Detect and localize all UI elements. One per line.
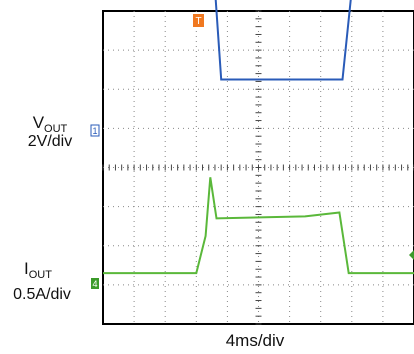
vout-trace: [214, 0, 352, 81]
vout-label-main: V: [33, 113, 45, 132]
vout-label: VOUT: [33, 113, 68, 135]
trigger-marker-label: T: [195, 16, 201, 27]
channel-1-number: 1: [92, 126, 97, 136]
channel-4-marker: 4: [91, 278, 99, 289]
iout-scale-label: 0.5A/div: [13, 286, 71, 303]
channel-1-marker: 1: [90, 124, 100, 137]
center-axis-ticks: [102, 10, 414, 325]
iout-trace: [103, 177, 414, 275]
channel-4-number: 4: [92, 279, 97, 289]
trigger-marker: T: [193, 14, 204, 27]
iout-label-sub: OUT: [29, 269, 53, 281]
vout-scale-label: 2V/div: [28, 133, 72, 150]
channel-4-right-marker: [409, 250, 414, 260]
time-per-div-label: 4ms/div: [226, 331, 285, 350]
iout-label-main: I: [24, 259, 29, 278]
iout-label: IOUT: [24, 259, 52, 281]
vout-label-sub: OUT: [44, 123, 68, 135]
